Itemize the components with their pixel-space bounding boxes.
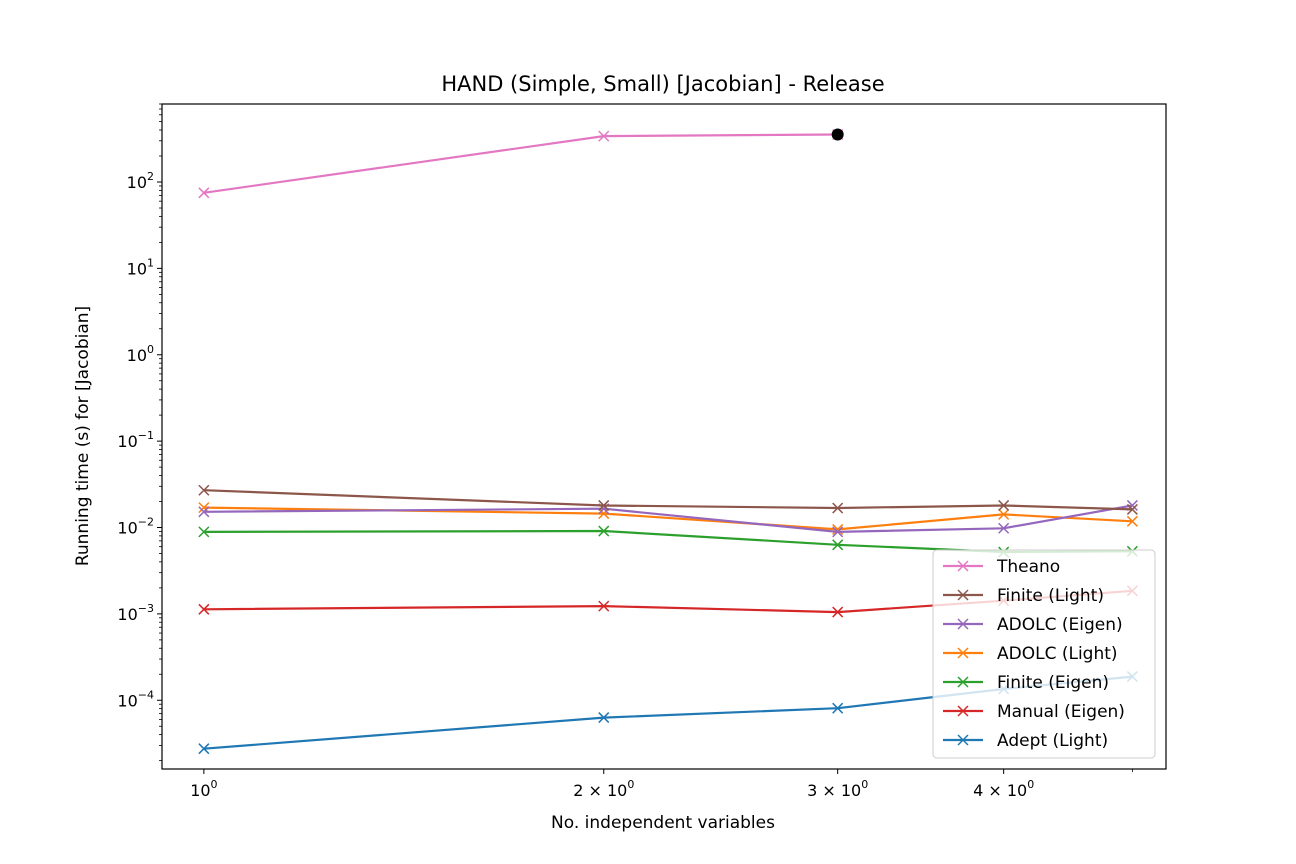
legend-swatch-marker <box>957 676 969 688</box>
legend-entry: Manual (Eigen) <box>943 702 1125 722</box>
x-axis-label: No. independent variables <box>551 813 775 833</box>
series-theano <box>198 128 844 199</box>
data-point <box>598 499 610 511</box>
x-tick-label: 3 × 100 <box>807 778 868 800</box>
legend-entry: Theano <box>943 557 1060 577</box>
data-point <box>198 743 210 755</box>
axis-ticks: 10−4 10−3 10−2 10−1 100 101 102 100 2 × 100 3 × 1… <box>117 103 1133 800</box>
series-adolc-light <box>198 502 1138 535</box>
x-tick-label: 4 × 100 <box>973 778 1034 800</box>
legend-entry: ADOLC (Light) <box>943 644 1118 664</box>
legend: Theano Finite (Light) ADOLC (Eigen) ADOLC (… <box>932 549 1156 759</box>
legend-entry: ADOLC (Eigen) <box>943 615 1123 635</box>
legend-label: Finite (Light) <box>997 586 1104 606</box>
data-point <box>198 603 210 615</box>
data-point <box>198 526 210 538</box>
y-tick-label: 10−1 <box>117 429 154 451</box>
data-point <box>198 484 210 496</box>
data-point <box>198 506 210 518</box>
legend-label: ADOLC (Light) <box>997 644 1118 664</box>
data-point <box>198 187 210 199</box>
data-point <box>998 499 1010 511</box>
data-point <box>832 606 844 618</box>
data-point <box>832 502 844 514</box>
legend-entry: Adept (Light) <box>943 731 1108 751</box>
data-point <box>832 702 844 714</box>
x-tick-label: 2 × 100 <box>573 778 634 800</box>
legend-swatch-marker <box>957 589 969 601</box>
x-tick-label: 100 <box>190 778 217 800</box>
legend-label: ADOLC (Eigen) <box>997 615 1123 635</box>
data-point <box>998 508 1010 520</box>
data-point <box>598 600 610 612</box>
y-axis-label: Running time (s) for [Jacobian] <box>73 306 93 566</box>
y-tick-label: 102 <box>127 170 154 192</box>
legend-swatch-marker <box>957 647 969 659</box>
chart-title: HAND (Simple, Small) [Jacobian] - Releas… <box>441 72 884 96</box>
series-line <box>203 529 1133 554</box>
legend-entry: Finite (Light) <box>943 586 1104 606</box>
legend-label: Finite (Eigen) <box>997 673 1109 693</box>
legend-label: Theano <box>996 557 1060 577</box>
y-tick-label: 100 <box>127 343 154 365</box>
data-point <box>1126 503 1138 515</box>
legend-swatch-marker <box>957 734 969 746</box>
data-point <box>998 522 1010 534</box>
y-tick-label: 10−2 <box>117 516 154 538</box>
data-point <box>598 508 610 520</box>
data-point <box>832 526 844 538</box>
legend-label: Adept (Light) <box>997 731 1108 751</box>
legend-box <box>932 549 1156 759</box>
series-line <box>203 133 838 194</box>
legend-label: Manual (Eigen) <box>997 702 1125 722</box>
legend-swatch-marker <box>957 560 969 572</box>
y-tick-label: 10−3 <box>117 602 154 624</box>
legend-swatch-marker <box>957 705 969 717</box>
data-point <box>598 130 610 142</box>
data-point <box>832 539 844 551</box>
data-point <box>598 712 610 724</box>
series-line <box>203 489 1133 511</box>
terminal-marker <box>831 128 844 141</box>
data-point <box>598 525 610 537</box>
legend-entry: Finite (Eigen) <box>943 673 1109 693</box>
data-point <box>1126 515 1138 527</box>
y-tick-label: 101 <box>127 256 154 278</box>
legend-swatch-marker <box>957 618 969 630</box>
series-finite-light <box>198 484 1138 515</box>
plot-frame <box>161 103 1167 770</box>
y-tick-label: 10−4 <box>117 688 154 710</box>
